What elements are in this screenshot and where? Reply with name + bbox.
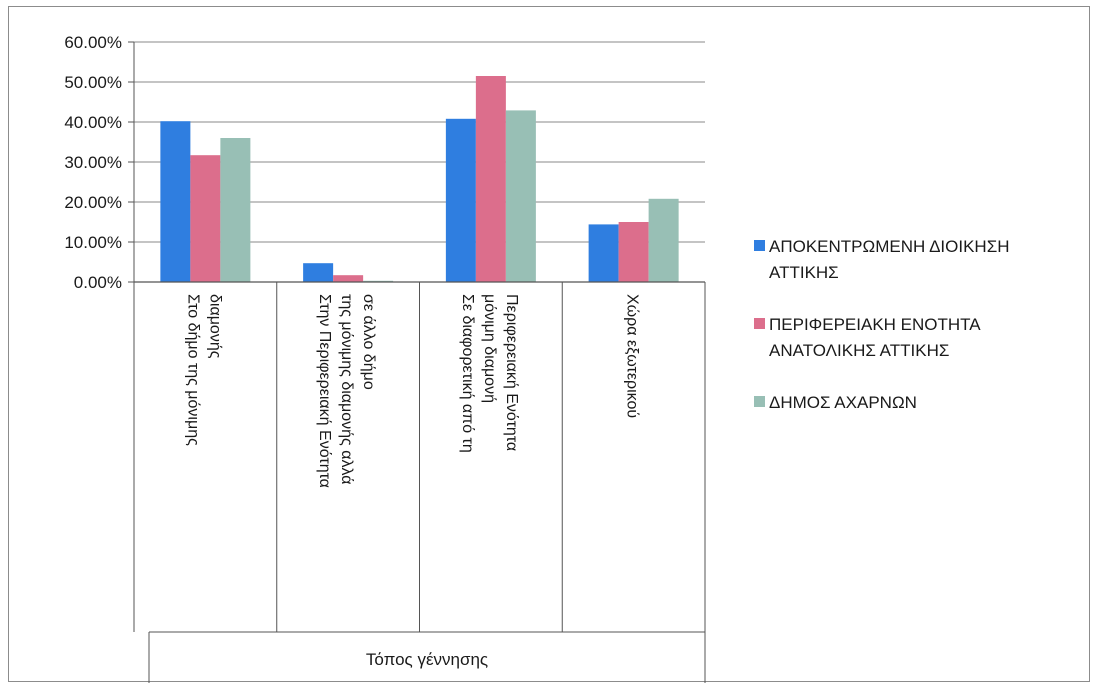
category-label: Χώρα εξωτερικού — [624, 294, 641, 418]
category-label: Περιφερειακή Ενότητα — [503, 294, 520, 451]
y-tick-labels: 60.00% 50.00% 40.00% 30.00% 20.00% 10.00% 0.00… — [64, 33, 122, 292]
legend-label: ΑΝΑΤΟΛΙΚΗΣ ΑΤΤΙΚΗΣ — [769, 341, 949, 360]
bar — [618, 222, 649, 282]
legend-swatch — [754, 318, 765, 329]
bar — [190, 155, 221, 282]
bar — [333, 275, 364, 282]
bar — [445, 118, 476, 282]
bar — [160, 121, 191, 282]
bar — [505, 110, 536, 283]
legend: ΑΠΟΚΕΝΤΡΩΜΕΝΗ ΔΙΟΙΚΗΣΗ ΑΤΤΙΚΗΣ ΠΕΡΙΦΕΡΕΙΑΚ… — [754, 237, 1010, 412]
y-tick-label: 30.00% — [64, 153, 122, 172]
category-labels: Στο δήμο της μόνιμης διαμονής Στην Περιφερ… — [184, 294, 640, 488]
y-tick-label: 0.00% — [74, 273, 122, 292]
category-label: Σε διαφορετική από τη — [459, 294, 476, 453]
legend-label: ΑΠΟΚΕΝΤΡΩΜΕΝΗ ΔΙΟΙΚΗΣΗ — [769, 237, 1010, 256]
axis-layer — [128, 41, 706, 683]
legend-label: ΠΕΡΙΦΕΡΕΙΑΚΗ ΕΝΟΤΗΤΑ — [769, 315, 981, 334]
legend-label: ΑΤΤΙΚΗΣ — [769, 263, 839, 282]
legend-swatch — [754, 396, 765, 407]
legend-label: ΔΗΜΟΣ ΑΧΑΡΝΩΝ — [769, 393, 917, 412]
bar — [475, 76, 506, 282]
y-tick-label: 10.00% — [64, 233, 122, 252]
legend-swatch — [754, 240, 765, 251]
category-label: Στο δήμο της μόνιμης — [184, 294, 201, 446]
bar-chart: 60.00% 50.00% 40.00% 30.00% 20.00% 10.00% 0.00… — [64, 33, 1010, 683]
y-tick-label: 20.00% — [64, 193, 122, 212]
y-tick-label: 50.00% — [64, 73, 122, 92]
bar — [220, 138, 251, 282]
bar — [303, 263, 334, 282]
category-label: Στην Περιφερειακή Ενότητα — [316, 294, 333, 488]
category-label: διαμονής — [206, 294, 223, 359]
chart-frame: 60.00% 50.00% 40.00% 30.00% 20.00% 10.00% 0.00… — [8, 6, 1090, 683]
y-tick-label: 40.00% — [64, 113, 122, 132]
category-label: της μόνιμης διαμονής αλλά — [338, 294, 355, 484]
bar — [648, 198, 679, 282]
category-label: μόνιμη διαμονή — [481, 294, 498, 403]
category-label: σε άλλο δήμο — [360, 294, 377, 390]
bar — [588, 224, 619, 282]
bars-layer — [160, 76, 679, 283]
x-axis-title: Τόπος γέννησης — [366, 650, 488, 669]
y-tick-label: 60.00% — [64, 33, 122, 52]
